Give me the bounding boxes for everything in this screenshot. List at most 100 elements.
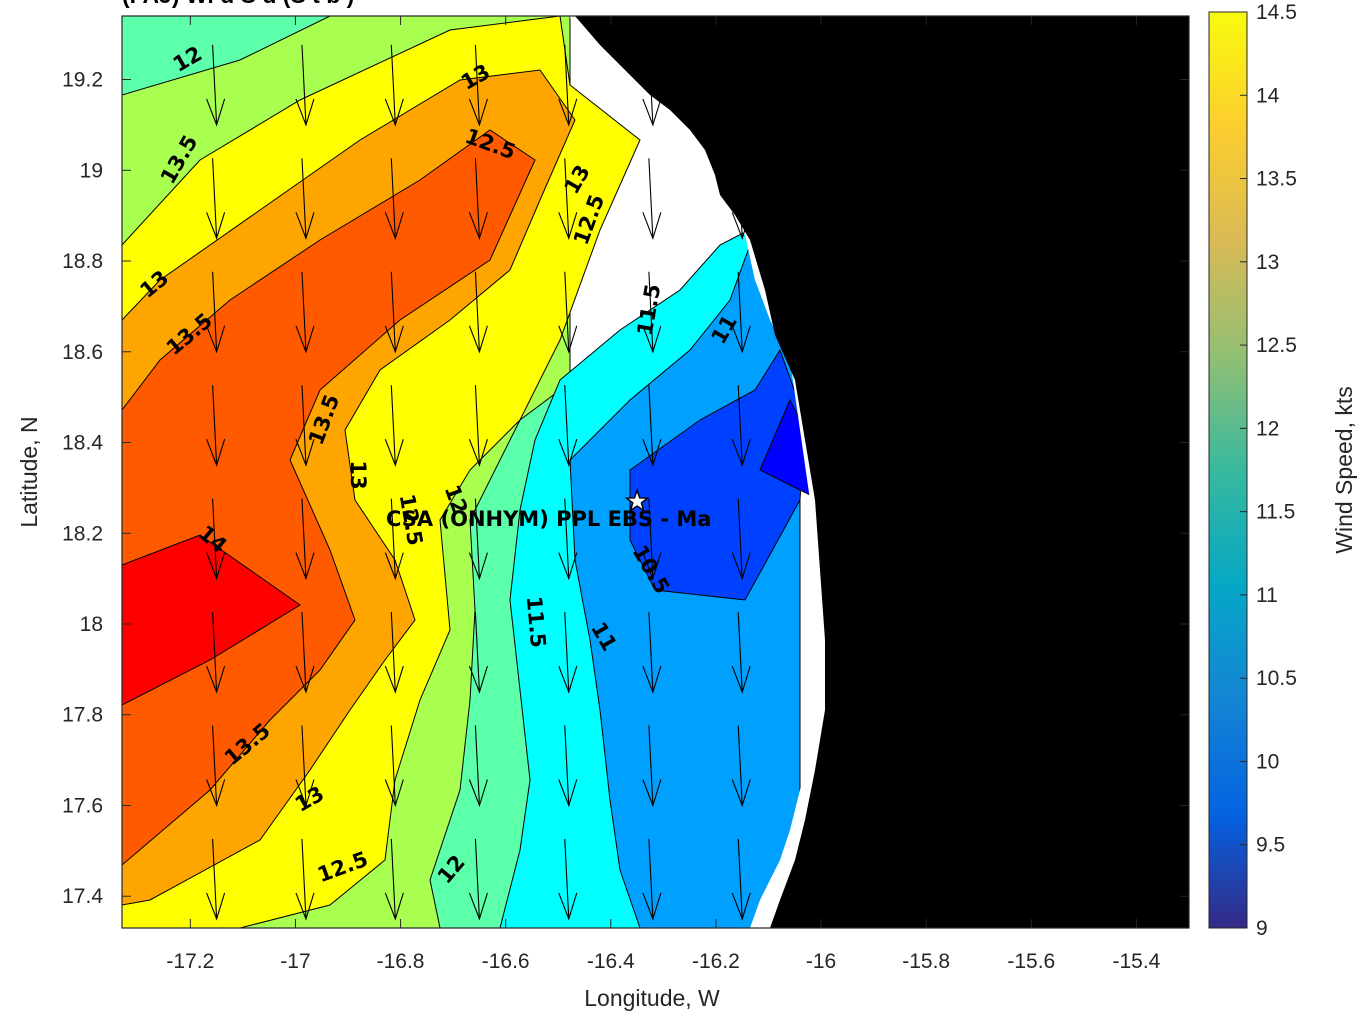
x-tick-label: -16.8	[377, 950, 425, 973]
contour-band-14-5-region	[122, 129, 536, 866]
contour-band-15-region	[122, 534, 301, 706]
y-tick-label: 17.8	[62, 704, 103, 727]
colorbar-tick-label: 11.5	[1256, 501, 1295, 524]
wind-vector-arrow	[731, 271, 751, 354]
x-tick-label: -15.8	[902, 950, 950, 973]
wind-vector-arrow	[558, 158, 578, 241]
wind-vector-arrow	[558, 612, 578, 694]
wind-vector-arrow	[468, 385, 488, 467]
wind-vector-arrow	[295, 612, 315, 694]
colorbar-tick-label: 13	[1256, 251, 1279, 274]
y-tick-label: 17.4	[62, 885, 103, 908]
colorbar-tick-label: 10	[1256, 750, 1279, 773]
wind-vector-arrow	[642, 612, 662, 694]
wind-vector-arrow	[384, 385, 404, 467]
wind-vector-arrow	[642, 725, 662, 808]
site-marker-star-icon	[624, 488, 650, 513]
wind-vector-arrow	[558, 725, 578, 808]
colorbar-tick-label: 9	[1256, 917, 1268, 940]
contour-label: 13	[346, 460, 370, 489]
wind-vector-arrow	[385, 0, 403, 11]
y-tick-label: 19.2	[62, 69, 103, 92]
contour-label: 11.5	[522, 595, 550, 649]
wind-vector-arrow	[468, 271, 488, 354]
colorbar-tick-label: 10.5	[1256, 667, 1297, 690]
wind-vector-arrow	[206, 271, 226, 354]
x-axis-label: Longitude, W	[584, 985, 720, 1011]
wind-vector-arrow	[643, 0, 661, 11]
wind-vector-arrow	[206, 838, 226, 921]
wind-vector-arrow	[206, 158, 226, 241]
wind-vector-arrow	[295, 838, 315, 921]
x-tick-label: -16.2	[692, 950, 740, 973]
wind-vector-arrow	[206, 385, 226, 467]
wind-vector-arrow	[468, 725, 488, 808]
x-tick-label: -16.4	[587, 950, 635, 973]
y-tick-label: 18	[80, 613, 103, 636]
wind-vector-arrow	[295, 725, 315, 808]
x-tick-label: -16.6	[482, 950, 530, 973]
wind-vector-arrow	[384, 612, 404, 694]
wind-vector-arrow	[469, 0, 487, 11]
wind-vector-arrow	[468, 838, 488, 921]
contour-bands	[122, 16, 811, 928]
x-tick-label: -17.2	[166, 950, 214, 973]
y-tick-label: 19	[80, 159, 103, 182]
wind-vector-arrow	[642, 158, 662, 241]
y-tick-label: 17.6	[62, 794, 103, 817]
land-mask	[575, 16, 1189, 928]
x-tick-label: -17	[280, 950, 310, 973]
y-axis-ticks: 17.4 17.6 17.8 18 18.2 18.4 18.6 18.8 19 19.2	[62, 69, 1189, 908]
wind-vector-arrow	[642, 44, 662, 127]
colorbar-tick-label: 11	[1256, 584, 1278, 607]
wind-vector-arrow	[642, 838, 662, 921]
colorbar-tick-label: 12.5	[1256, 334, 1297, 357]
wind-vector-arrow	[384, 725, 404, 808]
wind-vector-arrow	[558, 498, 578, 581]
plot-frame	[121, 15, 1190, 929]
wind-vector-arrow	[468, 612, 488, 694]
wind-vector-arrow	[558, 385, 578, 467]
wind-vector-arrow	[558, 838, 578, 921]
wind-vector-arrow	[384, 838, 404, 921]
colorbar-tick-label: 14.5	[1256, 1, 1297, 24]
x-axis-ticks: -17.2 -17 -16.8 -16.6 -16.4 -16.2 -16 -15.8 -15.…	[166, 16, 1161, 973]
wind-vector-arrow	[642, 271, 662, 354]
wind-vector-arrow	[384, 44, 404, 127]
wind-vector-arrow	[295, 271, 315, 354]
chart-title-partial: (FAJ) Wi d S d (S t b )	[122, 0, 354, 8]
colorbar-scale	[1208, 11, 1248, 929]
wind-vector-arrow	[731, 612, 751, 694]
x-tick-label: -15.6	[1007, 950, 1055, 973]
wind-vector-arrow	[468, 158, 488, 241]
wind-vector-arrow	[731, 158, 751, 241]
y-axis-label: Latitude, N	[16, 416, 42, 527]
wind-vector-arrow	[384, 158, 404, 241]
wind-vector-arrow	[732, 0, 750, 11]
wind-vector-arrow	[206, 498, 226, 581]
wind-vector-arrow	[295, 158, 315, 241]
colorbar-tick-label: 9.5	[1256, 834, 1285, 857]
colorbar: 9 9.5 10 10.5 11 11.5 12 12.5 13 13.5 14 14.5 Wind …	[1208, 1, 1357, 940]
y-tick-label: 18.4	[62, 432, 103, 455]
wind-vectors	[206, 0, 751, 921]
wind-vector-arrow	[731, 385, 751, 467]
wind-vector-arrow	[558, 44, 578, 127]
site-label: CSA (ONHYM) PPL EBS - Ma	[386, 507, 711, 531]
wind-vector-arrow	[384, 271, 404, 354]
colorbar-label: Wind Speed, kts	[1331, 386, 1357, 553]
wind-vector-arrow	[206, 44, 226, 127]
wind-vector-arrow	[558, 271, 578, 354]
colorbar-tick-label: 13.5	[1256, 168, 1297, 191]
colorbar-ticks: 9 9.5 10 10.5 11 11.5 12 12.5 13 13.5 14 14.5	[1240, 1, 1297, 940]
wind-vector-arrow	[295, 44, 315, 127]
y-tick-label: 18.6	[62, 341, 103, 364]
wind-vector-arrow	[295, 385, 315, 467]
y-tick-label: 18.2	[62, 522, 103, 545]
x-tick-label: -16	[806, 950, 836, 973]
wind-vector-arrow	[384, 498, 404, 581]
wind-vector-arrow	[468, 498, 488, 581]
